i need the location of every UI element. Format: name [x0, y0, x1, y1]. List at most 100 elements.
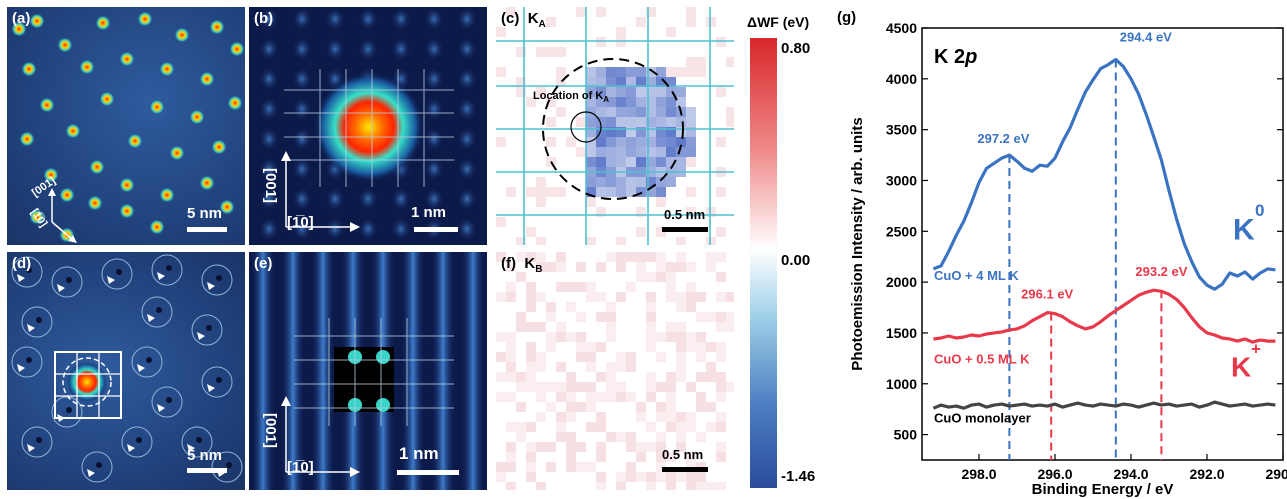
wf-pixel [506, 342, 516, 352]
wf-pixel [676, 472, 686, 482]
atomic-row [251, 252, 275, 490]
wf-pixel [586, 67, 596, 77]
wf-pixel [646, 67, 656, 77]
wf-pixel [676, 372, 686, 382]
wf-pixel [506, 352, 516, 362]
wf-pixel [506, 262, 516, 272]
wf-pixel [646, 472, 656, 482]
wf-pixel [546, 187, 556, 197]
atomic-row [461, 252, 485, 490]
panel-e-scalebar-label: 1 nm [399, 444, 439, 463]
wf-pixel [566, 382, 576, 392]
lattice-blob [391, 217, 411, 241]
wf-pixel [596, 147, 606, 157]
defect-core [136, 437, 142, 443]
wf-pixel [676, 67, 686, 77]
panel-f-species: K [524, 255, 536, 272]
adatom [189, 109, 205, 125]
kplus-superscript: + [1251, 339, 1261, 358]
wf-pixel [626, 392, 636, 402]
lattice-blob [259, 157, 279, 181]
wf-pixel [616, 107, 626, 117]
wf-pixel [576, 382, 586, 392]
wf-pixel [636, 262, 646, 272]
wf-pixel [516, 382, 526, 392]
wf-pixel [626, 442, 636, 452]
adatom [19, 131, 35, 147]
panel-b-label: (b) [254, 10, 274, 27]
atomic-row [281, 252, 305, 490]
wf-pixel [706, 362, 716, 372]
wf-pixel [506, 332, 516, 342]
lattice-blob [457, 157, 477, 181]
defect-core [116, 269, 122, 275]
wf-pixel [556, 382, 566, 392]
wf-pixel [636, 187, 646, 197]
wf-pixel [556, 322, 566, 332]
y-tick-label: 4000 [886, 71, 917, 87]
wf-pixel [566, 392, 576, 402]
panel-f-wf-map: (f) KB 0.5 nm [496, 252, 734, 490]
wf-pixel [646, 107, 656, 117]
wf-pixel [656, 432, 666, 442]
wf-pixel [716, 342, 726, 352]
panel-c-wf-map: (c) KA Location of KA 0.5 nm [496, 7, 734, 245]
wf-pixel [596, 87, 606, 97]
wf-pixel [606, 117, 616, 127]
adatom [174, 27, 190, 43]
adatom [137, 11, 153, 27]
wf-pixel [646, 147, 656, 157]
wf-pixel [716, 352, 726, 362]
wf-pixel [676, 252, 686, 262]
arrowhead-marker [17, 364, 25, 372]
lattice-blob [358, 187, 378, 211]
wf-pixel [646, 97, 656, 107]
wf-pixel [626, 177, 636, 187]
wf-pixel [676, 237, 686, 245]
wf-pixel [556, 187, 566, 197]
wf-pixel [726, 292, 734, 302]
wf-pixel [506, 372, 516, 382]
wf-pixel [566, 432, 576, 442]
wf-pixel [556, 252, 566, 262]
wf-pixel [686, 107, 696, 117]
wf-pixel [636, 117, 646, 127]
wf-pixel [686, 137, 696, 147]
wf-pixel [666, 77, 676, 87]
wf-pixel [506, 362, 516, 372]
wf-pixel [676, 422, 686, 432]
lattice-blob [259, 7, 279, 31]
wf-pixel [656, 197, 666, 207]
wf-pixel [556, 392, 566, 402]
wf-pixel [616, 157, 626, 167]
wf-pixel [606, 382, 616, 392]
adatom [199, 175, 215, 191]
adatom [65, 123, 81, 139]
wf-pixel [546, 382, 556, 392]
wf-pixel [636, 147, 646, 157]
wf-pixel [726, 57, 734, 67]
wf-pixel [676, 432, 686, 442]
wf-pixel [596, 107, 606, 117]
defect-circle [191, 314, 223, 346]
wf-pixel [716, 442, 726, 452]
wf-pixel [606, 332, 616, 342]
lattice-blob [325, 187, 345, 211]
wf-pixel [526, 362, 536, 372]
wf-pixel [666, 137, 676, 147]
wf-pixel [616, 292, 626, 302]
defect-core [146, 357, 152, 363]
plot-frame [921, 27, 1284, 461]
wf-pixel [556, 67, 566, 77]
adatom [87, 195, 103, 211]
defect-circle [201, 264, 233, 296]
y-tick-label: 1500 [886, 325, 917, 341]
wf-pixel [666, 117, 676, 127]
wf-pixel [636, 137, 646, 147]
wf-pixel [656, 382, 666, 392]
panel-b-axis-x: [1̅0] [287, 214, 314, 231]
panel-c-species: K [527, 10, 539, 27]
wf-pixel [596, 7, 606, 17]
wf-pixel [716, 412, 726, 422]
wf-pixel [646, 442, 656, 452]
